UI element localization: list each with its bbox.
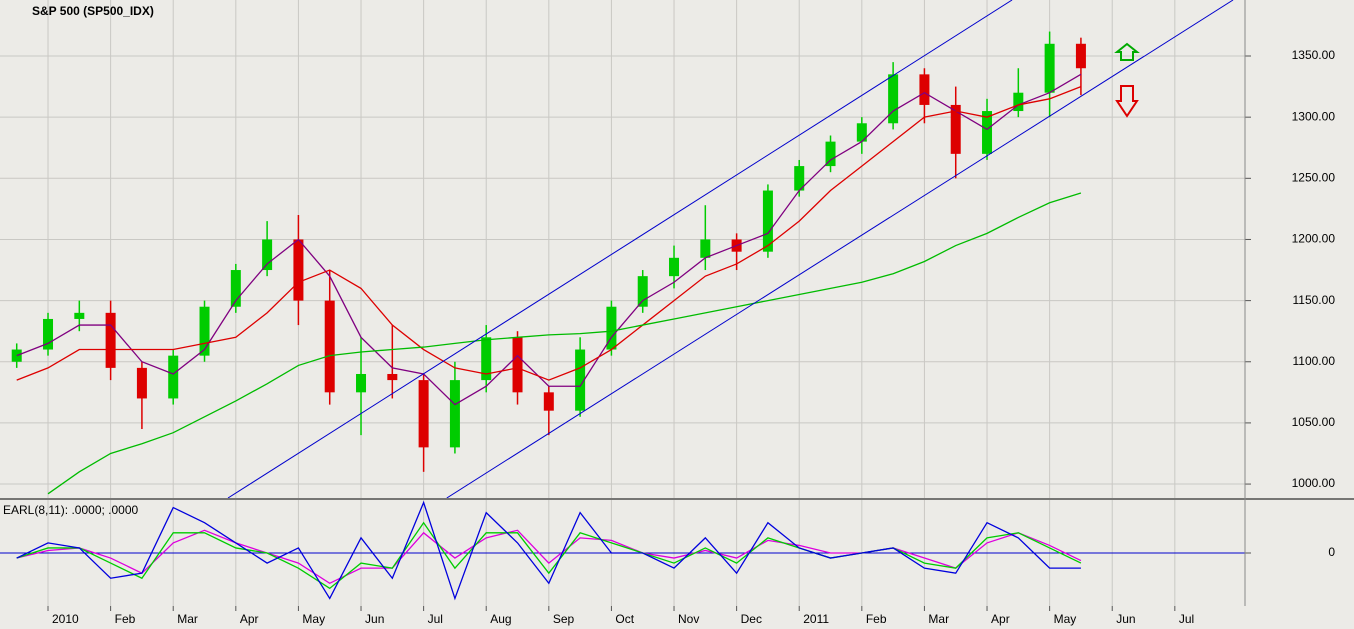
candle-body <box>543 392 554 411</box>
x-tick-label: Jul <box>1179 612 1194 626</box>
candle-body <box>136 367 147 399</box>
up-arrow <box>1114 42 1140 61</box>
y-tick-label: 1100.00 <box>1293 354 1336 368</box>
candle-body <box>888 74 899 124</box>
x-tick-label: Mar <box>177 612 198 626</box>
axes: 2010 Feb Mar Apr May Jun Jul Aug Sep Oct Nov Dec 201… <box>47 48 1336 626</box>
candle-body <box>825 141 836 167</box>
candle-body <box>481 337 492 381</box>
candle-body <box>606 306 617 350</box>
x-tick-label: May <box>1054 612 1077 626</box>
indicator-line <box>16 500 1081 601</box>
candle-body <box>262 239 273 271</box>
y-tick-label: 1000.00 <box>1292 476 1336 490</box>
candle-body <box>856 123 867 142</box>
candle-body <box>43 318 54 350</box>
candle-body <box>919 74 930 105</box>
x-tick-label: Feb <box>115 612 136 626</box>
candle-body <box>700 239 711 258</box>
x-tick-label: Dec <box>741 612 762 626</box>
candle-body <box>199 306 210 356</box>
candle-body <box>1075 43 1086 69</box>
candle-body <box>512 337 523 393</box>
candle-body <box>293 239 304 301</box>
candle-body <box>324 300 335 393</box>
y-tick-label: 1250.00 <box>1292 170 1336 184</box>
indicator-pane <box>0 500 1245 606</box>
x-tick-label: Jun <box>365 612 384 626</box>
indicator-title: EARL(8,11): .0000; .0000 <box>3 503 139 517</box>
x-tick-label: Apr <box>991 612 1010 626</box>
moving-average <box>16 73 1082 406</box>
down-arrow <box>1115 85 1139 118</box>
candle-body <box>669 257 680 277</box>
x-tick-label: May <box>302 612 325 626</box>
y-tick-label: 0 <box>1328 545 1335 559</box>
x-tick-label: Nov <box>678 612 699 626</box>
candle-body <box>418 380 429 448</box>
x-tick-label: Mar <box>928 612 949 626</box>
x-tick-label: 2011 <box>803 612 829 626</box>
candle-body <box>449 380 460 448</box>
x-tick-label: Oct <box>615 612 634 626</box>
chart-title: S&P 500 (SP500_IDX) <box>32 4 154 18</box>
y-tick-label: 1050.00 <box>1292 415 1336 429</box>
candle-body <box>168 355 179 399</box>
candle-body <box>1013 92 1024 112</box>
y-tick-label: 1300.00 <box>1292 109 1336 123</box>
channel-line <box>446 0 1234 498</box>
y-tick-label: 1350.00 <box>1292 48 1336 62</box>
candle-body <box>950 104 961 154</box>
candle-body <box>575 349 586 411</box>
indicator-line <box>16 521 1082 590</box>
candle-body <box>762 190 773 252</box>
candle-body <box>387 373 398 381</box>
channel-line <box>227 0 1013 498</box>
candle-body <box>794 166 805 191</box>
candle-body <box>230 270 241 307</box>
candle-body <box>356 373 367 393</box>
x-tick-label: Sep <box>553 612 575 626</box>
x-tick-label: Feb <box>866 612 887 626</box>
indicator-line <box>16 529 1082 585</box>
moving-average <box>47 192 1082 495</box>
candle-body <box>105 312 116 368</box>
x-tick-label: Jul <box>428 612 443 626</box>
candle-body <box>74 312 85 319</box>
x-tick-label: Aug <box>490 612 511 626</box>
x-tick-label: 2010 <box>52 612 79 626</box>
y-tick-label: 1150.00 <box>1293 293 1336 307</box>
candle-body <box>1044 43 1055 93</box>
x-tick-label: Jun <box>1116 612 1135 626</box>
price-pane <box>0 0 1245 498</box>
candle-body <box>637 276 648 307</box>
x-tick-label: Apr <box>240 612 259 626</box>
candle-body <box>982 111 993 154</box>
moving-average <box>16 85 1082 381</box>
y-tick-label: 1200.00 <box>1292 232 1336 246</box>
